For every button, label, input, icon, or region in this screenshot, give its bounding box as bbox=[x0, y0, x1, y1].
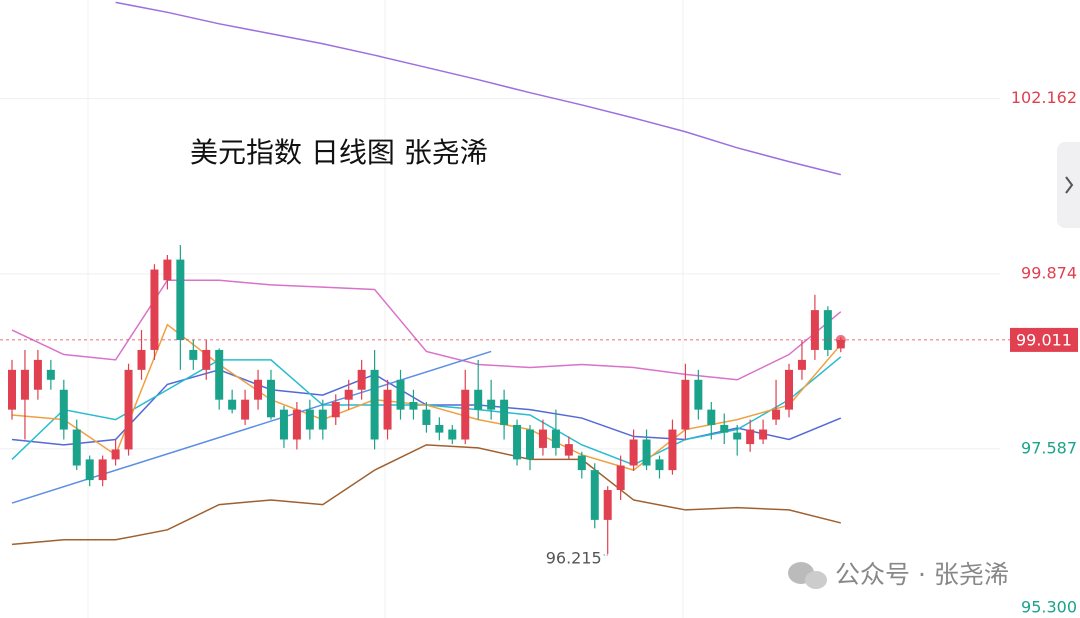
chart-title: 美元指数 日线图 张尧浠 bbox=[190, 136, 488, 169]
candle-body bbox=[772, 409, 781, 420]
candle-body bbox=[189, 349, 198, 360]
candle-body bbox=[823, 310, 832, 350]
candle-body bbox=[215, 349, 224, 400]
nav-arrow bbox=[1065, 176, 1074, 194]
candle-body bbox=[305, 409, 314, 430]
candle-body bbox=[163, 259, 172, 281]
price-box bbox=[1010, 327, 1078, 352]
indicator-line bbox=[11, 350, 492, 504]
candle-body bbox=[577, 455, 586, 471]
candle-body bbox=[603, 490, 612, 520]
candle-body bbox=[642, 439, 651, 466]
candle-body bbox=[538, 429, 547, 448]
indicator-line bbox=[11, 444, 841, 546]
candle-body bbox=[513, 424, 522, 460]
candle-body bbox=[655, 459, 664, 471]
candle-body bbox=[759, 429, 768, 440]
candle-body bbox=[279, 409, 288, 440]
y-tick-label: 97.587 bbox=[1021, 438, 1077, 457]
candle-body bbox=[176, 259, 185, 340]
candle-body bbox=[370, 369, 379, 440]
candle-body bbox=[331, 401, 340, 418]
candle-body bbox=[357, 369, 366, 390]
candle-body bbox=[435, 424, 444, 433]
candle-body bbox=[785, 369, 793, 410]
candle-body bbox=[72, 429, 81, 466]
candle-body bbox=[383, 389, 392, 430]
candle-body bbox=[746, 429, 755, 445]
price-dot bbox=[835, 334, 846, 345]
watermark: 公众号 · 张尧浠 bbox=[788, 560, 1009, 589]
candle-body bbox=[111, 449, 120, 460]
candle-body bbox=[694, 379, 703, 410]
candle-body bbox=[668, 429, 677, 471]
candle-body bbox=[59, 389, 68, 430]
candle-body bbox=[241, 399, 250, 420]
candle-body bbox=[797, 359, 806, 370]
candle-body bbox=[202, 349, 211, 370]
candle-body bbox=[409, 401, 418, 410]
candle-body bbox=[254, 379, 263, 400]
candle-body bbox=[810, 310, 819, 350]
candle-body bbox=[46, 369, 55, 380]
candle-body bbox=[228, 399, 237, 410]
candle-body bbox=[474, 389, 483, 410]
candle-body bbox=[396, 379, 405, 410]
candle-body bbox=[707, 409, 716, 425]
indicator-line bbox=[115, 1, 841, 176]
candle-body bbox=[150, 269, 159, 350]
candle-body bbox=[137, 349, 146, 370]
candle-body bbox=[422, 409, 431, 425]
candle-body bbox=[681, 379, 690, 430]
candle-body bbox=[8, 369, 16, 410]
y-tick-label: 99.874 bbox=[1021, 263, 1077, 282]
candle-body bbox=[292, 409, 301, 440]
price-label: 99.011 bbox=[1016, 330, 1072, 349]
candle-body bbox=[344, 389, 353, 400]
candle-body bbox=[85, 459, 94, 481]
candle-body bbox=[448, 429, 457, 440]
candle-body bbox=[487, 399, 496, 410]
candle-body bbox=[629, 439, 638, 466]
candle-body bbox=[616, 465, 625, 491]
low-label: 96.215 bbox=[546, 548, 602, 567]
candle-body bbox=[318, 409, 327, 430]
candle-body bbox=[20, 369, 29, 400]
y-tick-label: 95.300 bbox=[1021, 598, 1077, 617]
candle-body bbox=[33, 359, 42, 390]
candle-body bbox=[590, 470, 599, 520]
candle-body bbox=[124, 369, 133, 450]
candle-body bbox=[551, 429, 560, 448]
candle-body bbox=[98, 459, 107, 481]
candle-body bbox=[564, 444, 573, 456]
candle-body bbox=[733, 432, 742, 440]
watermark-text: 公众号 · 张尧浠 bbox=[835, 560, 1009, 589]
candle-body bbox=[500, 399, 509, 425]
nav-button[interactable] bbox=[1057, 142, 1080, 228]
candle-body bbox=[267, 379, 275, 418]
indicator-line bbox=[11, 323, 842, 471]
y-tick-label: 102.162 bbox=[1011, 88, 1077, 107]
candle-body bbox=[526, 429, 534, 460]
candle-body bbox=[720, 424, 729, 433]
indicator-line bbox=[11, 279, 842, 381]
candle-body bbox=[461, 389, 470, 440]
